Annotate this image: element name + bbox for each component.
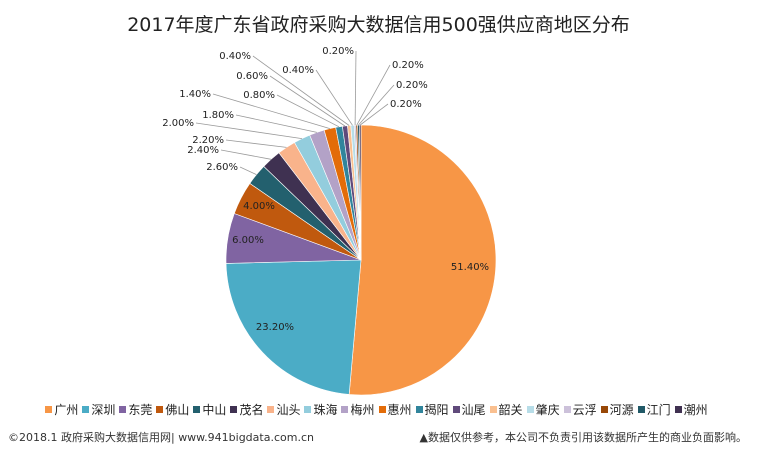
data-label-3: 6.00% bbox=[232, 235, 264, 246]
data-label-15: 0.20% bbox=[322, 46, 354, 57]
legend-item-5: 中山 bbox=[193, 401, 226, 418]
legend-swatch bbox=[45, 406, 53, 413]
data-label-2: 23.20% bbox=[256, 322, 294, 333]
data-label-7: 2.20% bbox=[192, 135, 224, 146]
data-label-4: 4.00% bbox=[243, 201, 275, 212]
legend-item-12: 汕尾 bbox=[452, 401, 486, 418]
legend-label: 梅州 bbox=[350, 403, 375, 417]
legend-item-8: 珠海 bbox=[304, 401, 337, 418]
legend-swatch bbox=[378, 406, 386, 413]
pie-slice-1 bbox=[348, 124, 497, 396]
legend-item-15: 云浮 bbox=[563, 401, 597, 418]
legend-label: 肇庆 bbox=[535, 403, 560, 417]
legend-label: 揭阳 bbox=[424, 403, 449, 417]
legend-swatch bbox=[637, 406, 645, 413]
legend-swatch bbox=[674, 406, 682, 413]
legend-swatch bbox=[526, 406, 534, 413]
legend-swatch bbox=[563, 406, 571, 413]
legend-swatch bbox=[304, 406, 312, 413]
legend-swatch bbox=[230, 406, 238, 413]
chart-title: 2017年度广东省政府采购大数据信用500强供应商地区分布 bbox=[127, 14, 630, 36]
legend-swatch bbox=[341, 406, 349, 413]
legend-item-9: 梅州 bbox=[341, 401, 375, 418]
legend-label: 汕尾 bbox=[461, 403, 486, 417]
leader-line-18 bbox=[359, 103, 389, 126]
legend-item-14: 肇庆 bbox=[526, 401, 560, 418]
data-label-8: 2.00% bbox=[162, 118, 194, 129]
legend-item-2: 深圳 bbox=[82, 401, 115, 418]
legend-label: 茂名 bbox=[239, 403, 264, 417]
legend-label: 深圳 bbox=[91, 403, 116, 417]
legend-label: 河源 bbox=[609, 403, 634, 417]
legend-label: 潮州 bbox=[683, 403, 708, 417]
legend-swatch bbox=[119, 406, 127, 413]
leader-line-14 bbox=[315, 69, 353, 126]
pie-slices bbox=[225, 124, 497, 396]
legend-label: 中山 bbox=[202, 403, 227, 417]
legend-item-1: 广州 bbox=[45, 401, 78, 418]
legend-label: 珠海 bbox=[313, 403, 338, 417]
legend-item-4: 佛山 bbox=[156, 401, 189, 418]
data-label-17: 0.20% bbox=[396, 80, 428, 91]
legend-swatch bbox=[452, 406, 460, 413]
data-label-12: 0.60% bbox=[236, 71, 268, 82]
leader-line-10 bbox=[212, 93, 331, 129]
leader-line-13 bbox=[252, 55, 350, 126]
data-label-14: 0.40% bbox=[282, 65, 314, 76]
legend: 广州 深圳 东莞 佛山 中山 茂名 汕头 珠海 梅州 惠州 揭阳 汕尾 韶关 肇庆 云浮 河源 江门 潮州 bbox=[8, 401, 749, 418]
data-label-6: 2.40% bbox=[187, 145, 219, 156]
legend-item-11: 揭阳 bbox=[415, 401, 449, 418]
pie-slice-18 bbox=[358, 124, 362, 261]
legend-item-10: 惠州 bbox=[378, 401, 412, 418]
legend-label: 东莞 bbox=[128, 403, 153, 417]
legend-item-6: 茂名 bbox=[230, 401, 263, 418]
leader-line-6 bbox=[220, 149, 272, 160]
legend-swatch bbox=[415, 406, 423, 413]
legend-swatch bbox=[600, 406, 608, 413]
data-label-5: 2.60% bbox=[206, 162, 238, 173]
leader-line-17 bbox=[358, 84, 395, 126]
legend-swatch bbox=[156, 406, 164, 413]
data-label-16: 0.20% bbox=[392, 60, 424, 71]
leader-line-15 bbox=[354, 50, 357, 126]
legend-item-7: 汕头 bbox=[267, 401, 300, 418]
legend-label: 惠州 bbox=[387, 403, 412, 417]
legend-label: 云浮 bbox=[572, 403, 597, 417]
pie-slice-2 bbox=[225, 259, 362, 395]
legend-item-18: 潮州 bbox=[674, 401, 708, 418]
legend-label: 江门 bbox=[646, 403, 671, 417]
leader-line-9 bbox=[235, 114, 317, 133]
legend-item-13: 韶关 bbox=[489, 401, 523, 418]
legend-swatch bbox=[267, 406, 275, 413]
legend-item-17: 江门 bbox=[637, 401, 671, 418]
data-label-11: 0.80% bbox=[243, 90, 275, 101]
legend-label: 汕头 bbox=[276, 403, 301, 417]
leader-line-12 bbox=[269, 75, 346, 127]
footer-copyright: ©2018.1 政府采购大数据信用网| www.941bigdata.com.c… bbox=[8, 431, 314, 444]
data-label-9: 1.80% bbox=[202, 110, 234, 121]
data-label-13: 0.40% bbox=[219, 51, 251, 62]
leader-line-5 bbox=[239, 166, 257, 175]
footer-disclaimer: ▲数据仅供参考，本公司不负责引用该数据所产生的商业负面影响。 bbox=[419, 431, 747, 444]
leader-line-8 bbox=[195, 122, 303, 139]
legend-swatch bbox=[193, 406, 201, 413]
legend-label: 韶关 bbox=[498, 403, 523, 417]
data-label-10: 1.40% bbox=[179, 89, 211, 100]
data-label-18: 0.20% bbox=[390, 99, 422, 110]
data-label-1: 51.40% bbox=[451, 262, 489, 273]
legend-swatch bbox=[82, 406, 90, 413]
leader-line-7 bbox=[225, 139, 287, 148]
data-labels: 51.40% 23.20% 6.00% 4.00% 2.60% 2.40%2.20% 2.0… bbox=[162, 46, 489, 333]
legend-item-3: 东莞 bbox=[119, 401, 152, 418]
leader-line-16 bbox=[356, 64, 391, 126]
leader-lines bbox=[195, 50, 395, 175]
legend-label: 广州 bbox=[54, 403, 79, 417]
legend-label: 佛山 bbox=[165, 403, 190, 417]
legend-swatch bbox=[489, 406, 497, 413]
leader-line-11 bbox=[276, 94, 340, 128]
legend-item-16: 河源 bbox=[600, 401, 634, 418]
